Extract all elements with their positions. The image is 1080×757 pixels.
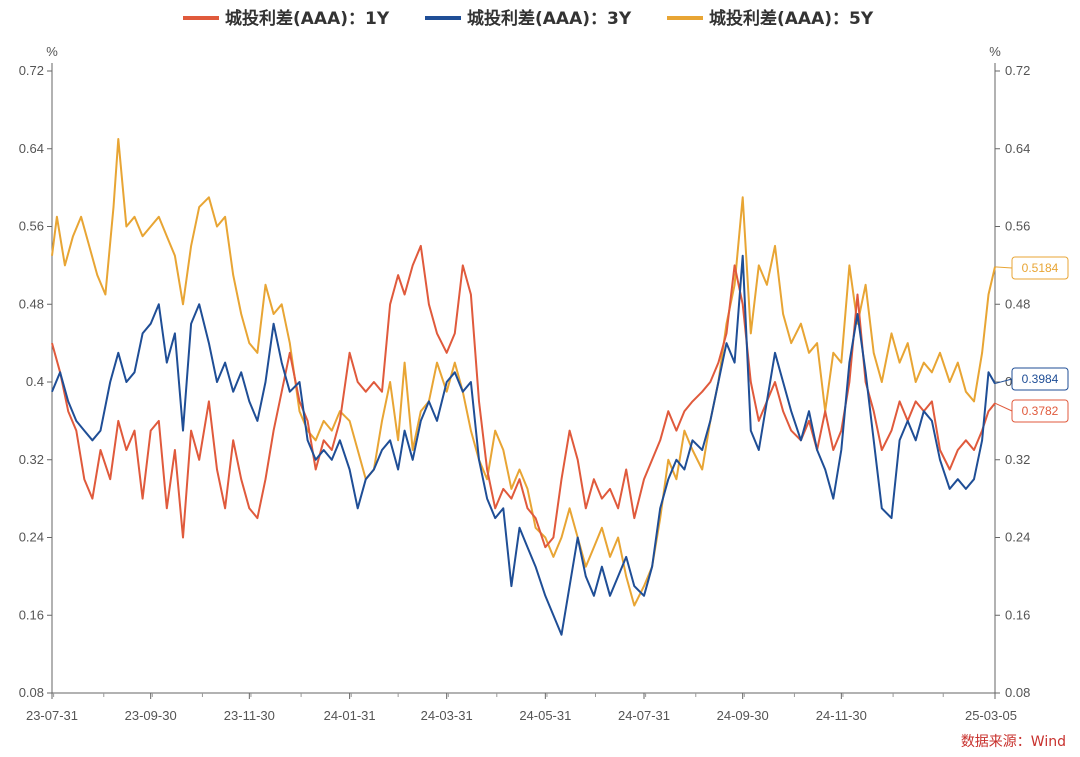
end-tag-leader: [994, 378, 1013, 385]
legend-label: 城投利差(AAA)：3Y: [467, 8, 632, 29]
y-tick-label-right: 0.56: [1005, 219, 1030, 234]
x-tick-label: 23-09-30: [125, 708, 177, 723]
x-tick-label: 24-09-30: [717, 708, 769, 723]
data-source: 数据来源：Wind: [961, 734, 1066, 750]
x-tick-label: 25-03-05: [965, 708, 1017, 723]
y-tick-label-left: 0.24: [19, 530, 44, 545]
series-line-2: [51, 254, 996, 636]
y-tick-label-right: 0.16: [1005, 607, 1030, 622]
legend-swatch: [425, 16, 461, 20]
y-tick-label-left: 0.32: [19, 452, 44, 467]
right-axis-unit: %: [989, 44, 1001, 59]
x-tick-label: 24-03-31: [421, 708, 473, 723]
y-tick-label-right: 0.48: [1005, 296, 1030, 311]
y-tick-label-left: 0.72: [19, 63, 44, 78]
series-line-1: [51, 244, 996, 549]
y-tick-label-left: 0.08: [19, 685, 44, 700]
end-tag-box: [1011, 256, 1069, 280]
end-tag-box: [1011, 367, 1069, 391]
series-line-3: [51, 138, 996, 607]
x-tick-label: 23-11-30: [224, 708, 275, 723]
end-value-tags: 0.3782 0.3984 0.5184: [994, 256, 1069, 423]
x-tick-label: 24-01-31: [324, 708, 376, 723]
legend-swatch: [183, 16, 219, 20]
y-tick-label-right: 0.72: [1005, 63, 1030, 78]
y-tick-label-right: 0.24: [1005, 530, 1030, 545]
legend: 城投利差(AAA)：1Y 城投利差(AAA)：3Y 城投利差(AAA)：5Y: [183, 8, 874, 29]
x-tick-label: 24-07-31: [618, 708, 670, 723]
y-tick-label-right: 0.32: [1005, 452, 1030, 467]
series-lines: [51, 138, 996, 636]
y-tick-label-left: 0.48: [19, 296, 44, 311]
end-tag-label: 0.5184: [1022, 261, 1059, 275]
end-tag-leader: [994, 266, 1013, 269]
end-tag-box: [1011, 399, 1069, 423]
x-tick-label: 23-07-31: [26, 708, 78, 723]
end-tag-label: 0.3984: [1022, 372, 1059, 386]
y-tick-label-right: 0.64: [1005, 141, 1030, 156]
end-tag-label: 0.3782: [1022, 404, 1059, 418]
x-tick-label: 24-05-31: [519, 708, 571, 723]
legend-swatch: [667, 16, 703, 20]
legend-label: 城投利差(AAA)：1Y: [225, 8, 390, 29]
end-tag-leader: [994, 402, 1013, 412]
y-tick-label-left: 0.56: [19, 219, 44, 234]
left-axis-unit: %: [46, 44, 58, 59]
y-tick-label-right: 0.08: [1005, 685, 1030, 700]
axes: % % 0.08 0.08 0.16 0.16 0.24 0.24 0.32 0.32 0.4 0…: [19, 44, 1031, 723]
y-tick-label-left: 0.16: [19, 607, 44, 622]
x-tick-label: 24-11-30: [816, 708, 867, 723]
y-tick-label-left: 0.4: [26, 374, 44, 389]
legend-label: 城投利差(AAA)：5Y: [709, 8, 874, 29]
y-tick-label-left: 0.64: [19, 141, 44, 156]
